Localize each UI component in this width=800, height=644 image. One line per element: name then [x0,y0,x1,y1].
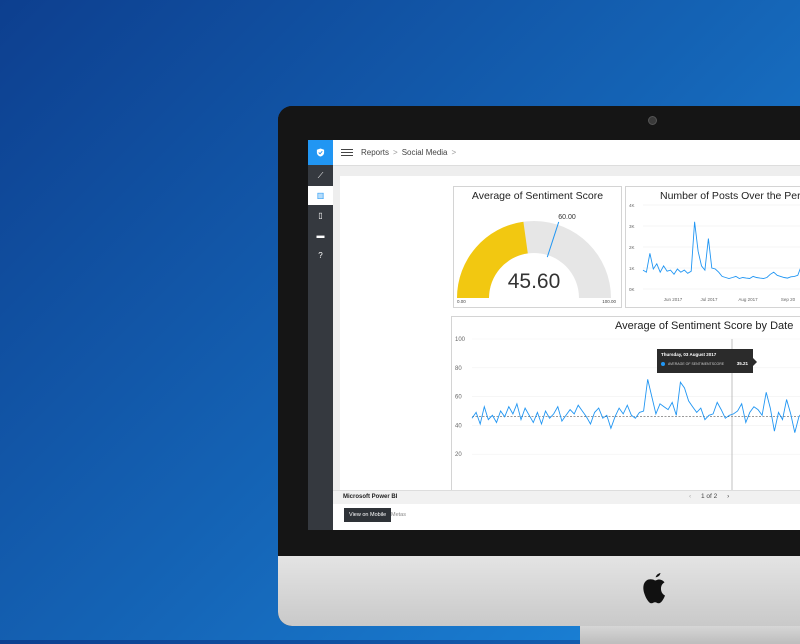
posts-chart-title: Number of Posts Over the Period [660,190,800,202]
next-page-button[interactable]: › [727,493,730,500]
screen: ⟋ ▥ ▯ ▬? Reports > Social Media > Average o… [308,140,800,530]
sidebar-item-0[interactable]: ⟋ [308,166,333,185]
gauge-chart: 45.60 60.00 0.00 100.00 [457,214,616,304]
sidebar-logo[interactable] [308,140,333,165]
sidebar-item-1[interactable]: ▥ [308,186,333,205]
sentiment-chart-title: Average of Sentiment Score by Date [615,320,794,332]
chart-tooltip: Thursday, 03 August 2017 AVERAGE OF SENT… [657,349,757,373]
tooltip-series-name: AVERAGE OF SENTIMENTSCORE [668,362,725,366]
gauge-target-label: 60.00 [558,214,576,221]
sentiment-line-chart: 100 80 60 40 20 [455,337,800,497]
tooltip-value: 35.21 [736,361,748,366]
breadcrumb-reports[interactable]: Reports [361,148,390,157]
imac-chin [278,556,800,626]
shield-icon [316,148,325,157]
footer-brand: Microsoft Power BI [343,494,398,500]
imac-stand [580,624,800,644]
sidebar: ⟋ ▥ ▯ ▬? [308,140,333,530]
page-indicator: 1 of 2 [700,493,718,500]
gauge-target-marker [546,221,560,258]
sentiment-y-tick: 40 [455,423,462,429]
tooltip-series-dot-icon [661,362,665,366]
mobile-icon: ▯ [318,211,323,220]
posts-y-tick: 4K [629,203,635,208]
posts-line-chart: 4K 3K 2K 1K 0K Jun 2017 Jul 2017 Aug 2017 Sep 20 [629,203,800,302]
posts-y-tick: 3K [629,224,635,229]
imac-frame: ⟋ ▥ ▯ ▬? Reports > Social Media > Average o… [278,106,800,626]
posts-y-tick: 0K [629,287,635,292]
breadcrumb-current[interactable]: Social Media [401,148,448,157]
sidebar-nav: ⟋ ▥ ▯ ▬? [308,166,333,265]
bottom-text: Metas [391,512,406,518]
report-footer: Microsoft Power BI ‹ 1 of 2 › [333,490,800,504]
posts-x-tick: Aug 2017 [738,297,758,302]
gauge-min-label: 0.00 [457,299,466,304]
book-icon: ▬ [316,231,325,240]
top-bar: Reports > Social Media > [333,140,800,166]
posts-series-line [642,221,800,279]
posts-y-tick: 2K [629,245,635,250]
line-chart-icon: ⟋ [317,170,324,180]
hamburger-menu-icon[interactable] [341,148,353,158]
sidebar-item-2[interactable]: ▯ [308,206,333,225]
breadcrumb-trail-separator: > [451,148,457,157]
apple-logo-icon [643,573,665,604]
bar-chart-icon: ▥ [316,191,325,200]
camera-icon [648,116,657,125]
pager: ‹ 1 of 2 › [689,493,729,500]
prev-page-button[interactable]: ‹ [689,493,692,500]
posts-chart-tile[interactable]: Number of Posts Over the Period 4K 3K 2K 1K… [625,186,800,308]
bottom-area: View on Mobile Metas [333,504,800,530]
gauge-max-label: 100.00 [602,299,616,304]
sentiment-y-tick: 20 [455,452,462,458]
gauge-value: 45.60 [508,270,561,293]
gauge-title: Average of Sentiment Score [471,190,604,202]
breadcrumb-separator: > [393,148,398,157]
posts-x-tick: Sep 20 [781,297,796,302]
gauge-fill [457,221,528,298]
posts-x-tick: Jun 2017 [664,297,683,302]
report-canvas: Average of Sentiment Score 45.60 60.00 0… [340,176,800,498]
sidebar-item-4[interactable]: ? [308,246,333,265]
gauge-tile[interactable]: Average of Sentiment Score 45.60 60.00 0… [453,186,622,308]
posts-x-tick: Jul 2017 [700,297,718,302]
help-icon: ? [318,251,323,260]
sentiment-series-line [471,379,800,433]
sidebar-item-3[interactable]: ▬ [308,226,333,245]
sentiment-y-tick: 60 [455,395,462,401]
sentiment-chart-tile[interactable]: Average of Sentiment Score by Date 100 80… [451,316,800,498]
sentiment-y-tick: 100 [455,337,466,343]
posts-y-tick: 1K [629,266,635,271]
tooltip-date: Thursday, 03 August 2017 [661,352,717,357]
sentiment-y-tick: 80 [455,366,462,372]
view-on-mobile-button[interactable]: View on Mobile [344,508,392,522]
